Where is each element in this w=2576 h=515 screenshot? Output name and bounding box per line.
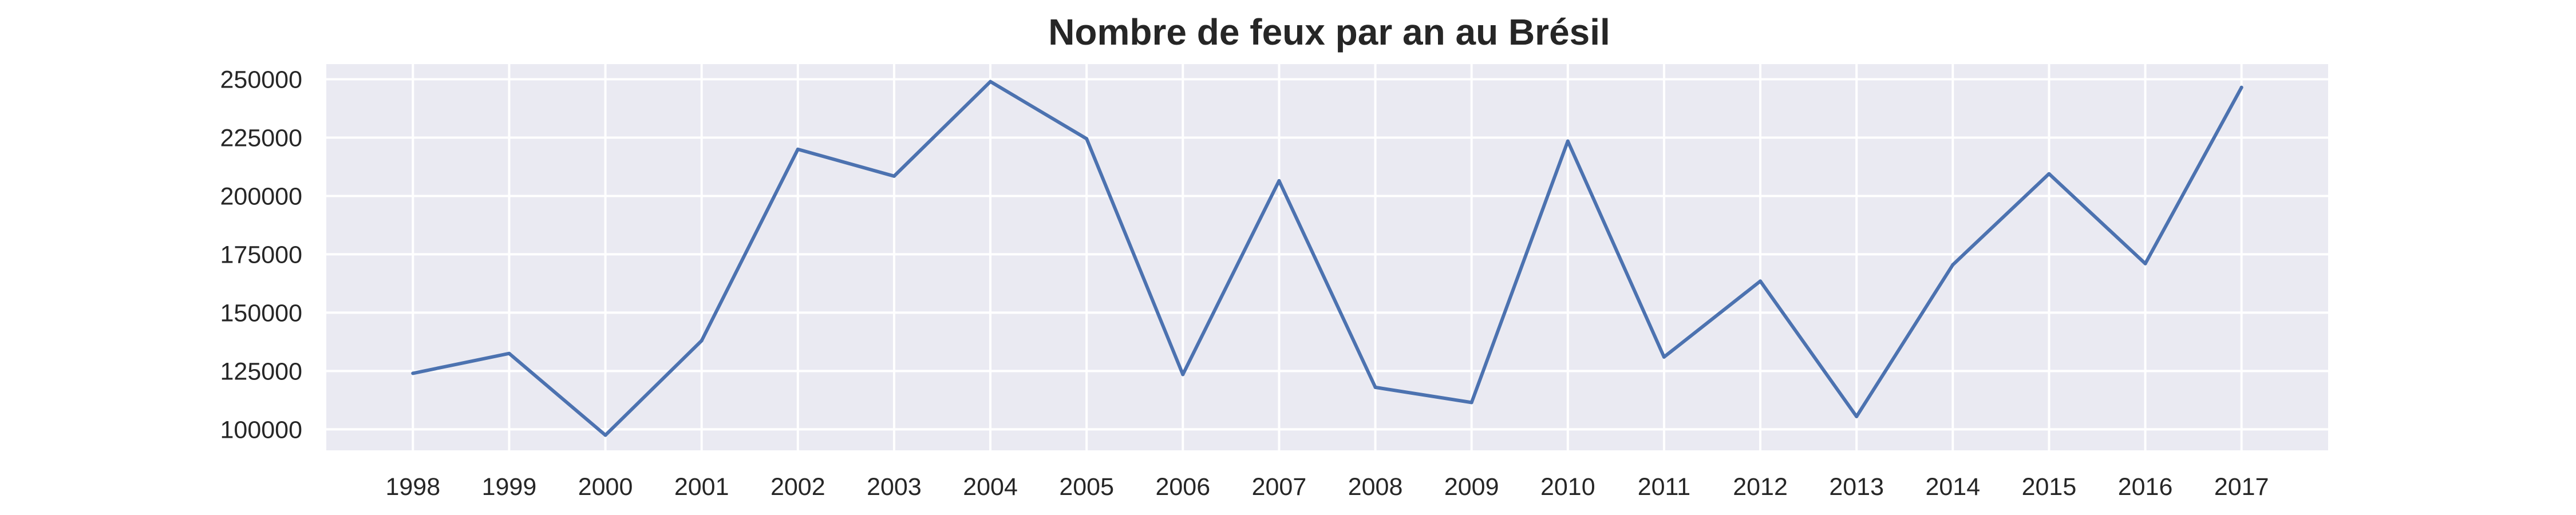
x-tick-label: 2015	[2022, 473, 2077, 501]
x-tick-label: 2007	[1252, 473, 1307, 501]
x-tick-label: 2008	[1348, 473, 1403, 501]
y-axis-tick-labels: 100000 125000 150000 175000 200000 225000 2500…	[220, 66, 303, 444]
x-tick-label: 2014	[1925, 473, 1980, 501]
y-tick-label: 225000	[220, 124, 303, 152]
x-tick-label: 2016	[2118, 473, 2173, 501]
y-tick-label: 150000	[220, 299, 303, 327]
series-line	[411, 80, 2243, 437]
data-point	[603, 433, 607, 437]
data-point	[2047, 172, 2051, 176]
y-gridlines	[326, 78, 2328, 431]
data-point	[700, 339, 704, 343]
x-tick-label: 1998	[385, 473, 440, 501]
x-tick-label: 2011	[1638, 473, 1690, 501]
y-tick-label: 125000	[220, 358, 303, 385]
data-point	[989, 80, 993, 84]
y-tick-label: 250000	[220, 66, 303, 94]
data-point	[2143, 262, 2147, 266]
x-tick-label: 2009	[1444, 473, 1499, 501]
x-tick-label: 2004	[963, 473, 1018, 501]
data-point	[507, 351, 511, 355]
data-point	[1373, 385, 1377, 389]
data-point	[1277, 179, 1281, 183]
chart-title: Nombre de feux par an au Brésil	[1048, 11, 1610, 53]
x-axis-tick-labels: 1998 1999 2000 2001 2002 2003 2004 2005 2006 2007…	[385, 473, 2269, 501]
data-point	[2239, 85, 2243, 89]
y-tick-label: 100000	[220, 416, 303, 443]
data-point	[1855, 414, 1859, 418]
x-tick-label: 2012	[1733, 473, 1788, 501]
data-point	[1469, 401, 1473, 405]
x-tick-label: 2002	[771, 473, 825, 501]
x-gridlines	[412, 64, 2243, 450]
data-point	[1085, 137, 1089, 141]
data-point	[1759, 279, 1763, 283]
series-layer	[411, 80, 2243, 437]
data-point	[1181, 373, 1185, 377]
data-point	[1951, 263, 1955, 267]
x-tick-label: 2005	[1059, 473, 1114, 501]
y-tick-label: 200000	[220, 183, 303, 210]
x-tick-label: 2003	[867, 473, 922, 501]
x-tick-label: 2001	[674, 473, 729, 501]
data-point	[892, 174, 896, 178]
x-tick-label: 1999	[482, 473, 537, 501]
x-tick-label: 2006	[1155, 473, 1210, 501]
data-point	[1662, 355, 1666, 359]
y-tick-label: 175000	[220, 241, 303, 268]
data-point	[1566, 139, 1570, 143]
data-point	[411, 371, 415, 375]
x-tick-label: 2010	[1540, 473, 1595, 501]
x-tick-label: 2013	[1829, 473, 1884, 501]
data-point	[796, 147, 800, 151]
x-tick-label: 2017	[2214, 473, 2269, 501]
x-tick-label: 2000	[578, 473, 633, 501]
plot-area	[326, 64, 2328, 450]
